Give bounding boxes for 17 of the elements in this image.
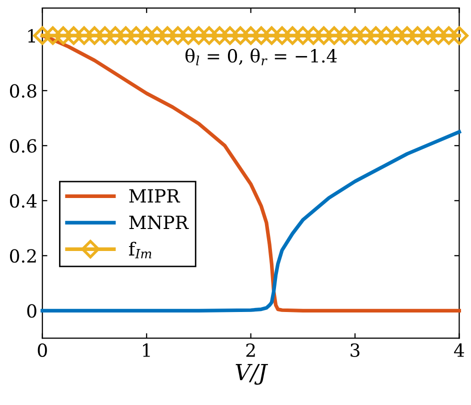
x-tick-label: 2 — [246, 343, 255, 357]
line-series — [40, 130, 462, 312]
y-tick-label: 0.2 — [10, 249, 36, 263]
annotation: θ$_{l}$ = 0, θ$_{r}$ = −1.4 — [185, 48, 337, 66]
x-tick-label: 1 — [143, 343, 150, 357]
y-tick-label: 1 — [28, 29, 35, 42]
y-tick-label: 0.4 — [10, 194, 37, 208]
x-axis-title: V/J — [236, 364, 268, 385]
x-tick-label: 3 — [350, 343, 360, 358]
x-tick-label: 0 — [38, 343, 47, 358]
y-tick-label: 0 — [27, 304, 36, 318]
x-tick-label: 4 — [454, 343, 464, 357]
y-tick-label: 0.6 — [10, 139, 36, 153]
legend-label: MNPR — [129, 216, 189, 230]
legend-label: MIPR — [129, 189, 180, 202]
legend-label: f$_{Im}$ — [129, 242, 152, 258]
y-tick-label: 0.8 — [10, 84, 36, 98]
